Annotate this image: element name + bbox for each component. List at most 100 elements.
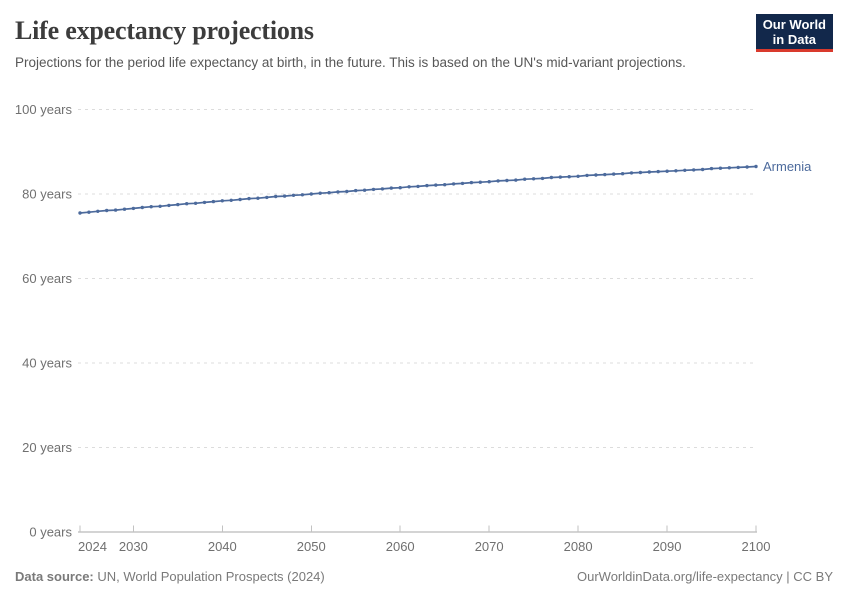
data-point-2084[interactable] [612,172,616,176]
data-point-2087[interactable] [638,170,643,175]
y-axis-label-60: 60 years [22,271,72,286]
data-point-2050[interactable] [309,192,313,196]
data-point-2030[interactable] [131,206,136,211]
data-point-2024[interactable] [78,211,82,215]
data-point-2063[interactable] [425,183,429,188]
data-point-2070[interactable] [487,180,491,184]
data-point-2100[interactable] [754,164,758,169]
data-point-2043[interactable] [247,196,251,201]
data-point-2055[interactable] [354,188,358,193]
y-axis-label-80: 80 years [22,187,72,202]
data-point-2056[interactable] [362,188,367,192]
data-point-2090[interactable] [665,169,669,173]
data-point-2093[interactable] [692,168,696,172]
data-point-2079[interactable] [567,175,571,179]
x-axis-label-2060: 2060 [386,539,415,554]
data-point-2067[interactable] [460,181,465,186]
chart-subtitle: Projections for the period life expectan… [15,55,686,70]
data-point-2064[interactable] [434,183,438,187]
data-point-2039[interactable] [211,199,216,204]
data-point-2045[interactable] [265,195,269,200]
data-point-2035[interactable] [176,202,180,207]
data-point-2031[interactable] [140,205,144,210]
data-point-2054[interactable] [345,189,349,194]
data-point-2040[interactable] [220,199,224,203]
series-line-armenia[interactable] [79,165,757,214]
data-point-2061[interactable] [407,185,411,189]
data-point-2028[interactable] [113,208,118,212]
x-axis-label-2040: 2040 [208,539,237,554]
data-point-2098[interactable] [736,165,740,170]
data-point-2076[interactable] [540,176,545,181]
data-point-2097[interactable] [727,166,731,170]
data-point-2069[interactable] [478,180,482,184]
data-point-2044[interactable] [256,196,260,200]
data-point-2099[interactable] [745,165,749,169]
x-axis-label-2080: 2080 [564,539,593,554]
data-point-2038[interactable] [202,200,207,205]
data-point-2094[interactable] [700,167,705,172]
data-point-2068[interactable] [469,180,474,185]
data-point-2059[interactable] [389,186,393,190]
data-point-2060[interactable] [398,186,402,190]
data-point-2065[interactable] [443,183,447,187]
data-point-2058[interactable] [380,187,385,191]
data-source-label: Data source: [15,569,94,584]
data-point-2027[interactable] [105,208,109,213]
data-point-2048[interactable] [291,193,296,197]
data-point-2080[interactable] [576,174,580,178]
data-point-2081[interactable] [585,173,589,178]
y-axis-label-100: 100 years [15,102,73,117]
x-axis: 2024 2030 2040 2050 2060 2070 2080 2090 2100 [78,525,770,554]
data-point-2072[interactable] [505,178,509,183]
data-point-2091[interactable] [674,169,678,173]
owid-logo-line2: in Data [772,32,817,47]
data-point-2051[interactable] [318,191,322,195]
data-point-2025[interactable] [87,210,91,214]
owid-logo-line1: Our World [762,17,826,32]
data-point-2089[interactable] [656,169,660,174]
data-point-2078[interactable] [558,175,562,179]
data-point-2082[interactable] [594,173,598,177]
data-point-2096[interactable] [718,166,723,170]
data-point-2046[interactable] [274,194,278,199]
data-point-2036[interactable] [185,202,189,206]
attribution-link[interactable]: OurWorldinData.org/life-expectancy | CC … [576,569,833,584]
data-point-2049[interactable] [300,193,305,197]
data-point-2026[interactable] [96,209,100,213]
data-point-2074[interactable] [523,177,527,181]
data-point-2085[interactable] [620,172,625,176]
data-point-2086[interactable] [629,171,634,175]
data-point-2041[interactable] [229,198,233,202]
data-point-2042[interactable] [238,197,242,202]
data-point-2083[interactable] [603,172,607,177]
data-point-2033[interactable] [158,204,162,208]
data-point-2053[interactable] [336,190,340,194]
series-label-armenia[interactable]: Armenia [763,159,812,174]
owid-logo: Our World in Data [755,14,833,52]
data-source-value: UN, World Population Prospects (2024) [97,569,325,584]
data-point-2029[interactable] [122,207,127,211]
x-axis-label-2030: 2030 [119,539,148,554]
data-point-2077[interactable] [549,175,554,180]
data-point-2052[interactable] [327,191,331,195]
data-point-2088[interactable] [647,170,651,174]
y-axis-label-40: 40 years [22,356,72,371]
series-armenia[interactable]: Armenia [78,159,812,215]
data-point-2062[interactable] [416,184,420,189]
data-point-2034[interactable] [167,203,171,208]
x-axis-label-2070: 2070 [475,539,504,554]
data-point-2073[interactable] [514,178,518,182]
data-point-2066[interactable] [451,182,456,186]
data-point-2047[interactable] [282,194,287,198]
data-point-2037[interactable] [193,201,198,205]
data-source: Data source: UN, World Population Prospe… [15,569,325,584]
data-point-2092[interactable] [683,168,687,172]
data-point-2095[interactable] [709,166,714,171]
x-axis-label-2090: 2090 [653,539,682,554]
data-point-2071[interactable] [496,179,500,183]
data-point-2057[interactable] [371,187,376,192]
data-point-2075[interactable] [531,177,536,181]
data-point-2032[interactable] [149,205,153,209]
